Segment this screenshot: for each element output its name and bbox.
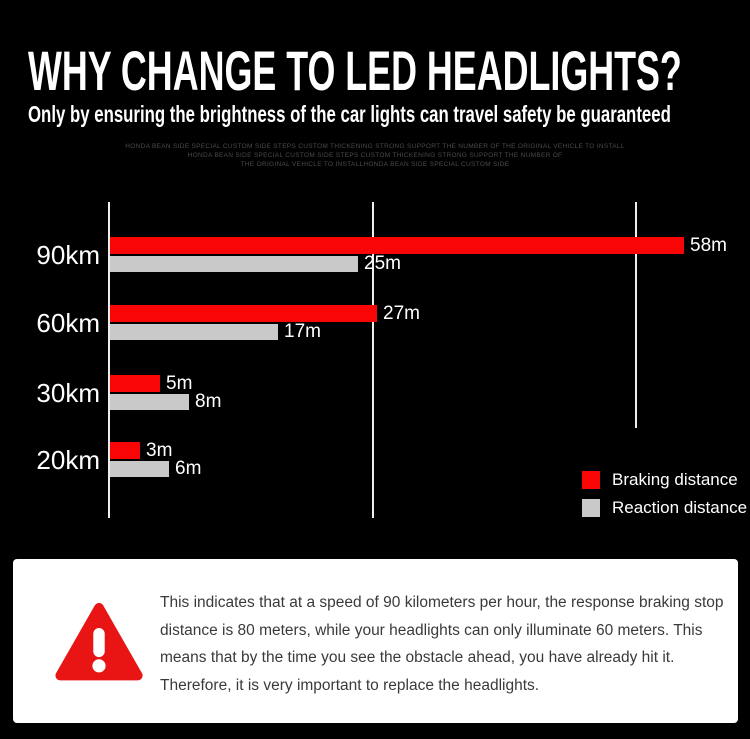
fine-print-line: HONDA BEAN SIDE SPECIAL CUSTOM SIDE STEP… [125, 143, 625, 150]
category-label: 90km [36, 240, 100, 270]
bar-value-label: 8m [195, 391, 222, 412]
warning-triangle-icon [55, 602, 143, 681]
braking-color-swatch [582, 471, 600, 489]
category-label: 20km [36, 445, 100, 475]
braking-bar-track: 58m [110, 234, 727, 256]
chart-row-90km: 90km 58m 25m [0, 234, 750, 275]
bar-value-label: 17m [284, 321, 321, 342]
fine-print: HONDA BEAN SIDE SPECIAL CUSTOM SIDE STEP… [125, 142, 625, 169]
reaction-bar-track: 8m [110, 391, 222, 412]
bar-value-label: 6m [175, 458, 202, 479]
braking-bar-track: 5m [110, 372, 193, 394]
warning-text: This indicates that at a speed of 90 kil… [160, 594, 724, 694]
legend: Braking distance Reaction distance [582, 470, 748, 527]
legend-label: Braking distance [612, 470, 738, 489]
braking-bar [110, 375, 160, 392]
chart-row-20km: 20km 3m 6m [0, 439, 750, 480]
fine-print-line: THE ORIGINAL VEHICLE TO INSTALLHONDA BEA… [240, 161, 510, 168]
warning-panel: This indicates that at a speed of 90 kil… [13, 559, 738, 723]
reaction-bar [110, 394, 189, 410]
bar-value-label: 27m [383, 302, 420, 324]
page-title: WHY CHANGE TO LED HEADLIGHTS? [28, 39, 682, 102]
category-label: 60km [36, 308, 100, 338]
braking-bar-track: 27m [110, 302, 420, 324]
chart-row-60km: 60km 27m 17m [0, 302, 750, 343]
reaction-bar-track: 25m [110, 253, 401, 274]
grid-line-25m [372, 202, 374, 518]
grid-line-50m [635, 202, 637, 428]
grid-line-axis [108, 202, 110, 518]
category-label: 30km [36, 378, 100, 408]
reaction-bar [110, 324, 278, 340]
legend-label: Reaction distance [612, 498, 748, 517]
bar-value-label: 3m [146, 439, 173, 461]
bar-value-label: 58m [690, 234, 727, 256]
bar-value-label: 25m [364, 253, 401, 274]
braking-bar [110, 237, 684, 254]
subtitle: Only by ensuring the brightness of the c… [28, 101, 671, 127]
fine-print-line: HONDA BEAN SIDE SPECIAL CUSTOM SIDE STEP… [187, 152, 563, 159]
reaction-color-swatch [582, 499, 600, 517]
braking-bar-track: 3m [110, 439, 173, 461]
chart-row-30km: 30km 5m 8m [0, 372, 750, 413]
legend-item-reaction: Reaction distance [582, 498, 748, 517]
reaction-bar-track: 17m [110, 321, 321, 342]
braking-bar [110, 442, 140, 459]
reaction-bar-track: 6m [110, 458, 202, 479]
bar-value-label: 5m [166, 372, 193, 394]
braking-bar [110, 305, 377, 322]
reaction-bar [110, 461, 169, 477]
reaction-bar [110, 256, 358, 272]
legend-item-braking: Braking distance [582, 470, 747, 489]
